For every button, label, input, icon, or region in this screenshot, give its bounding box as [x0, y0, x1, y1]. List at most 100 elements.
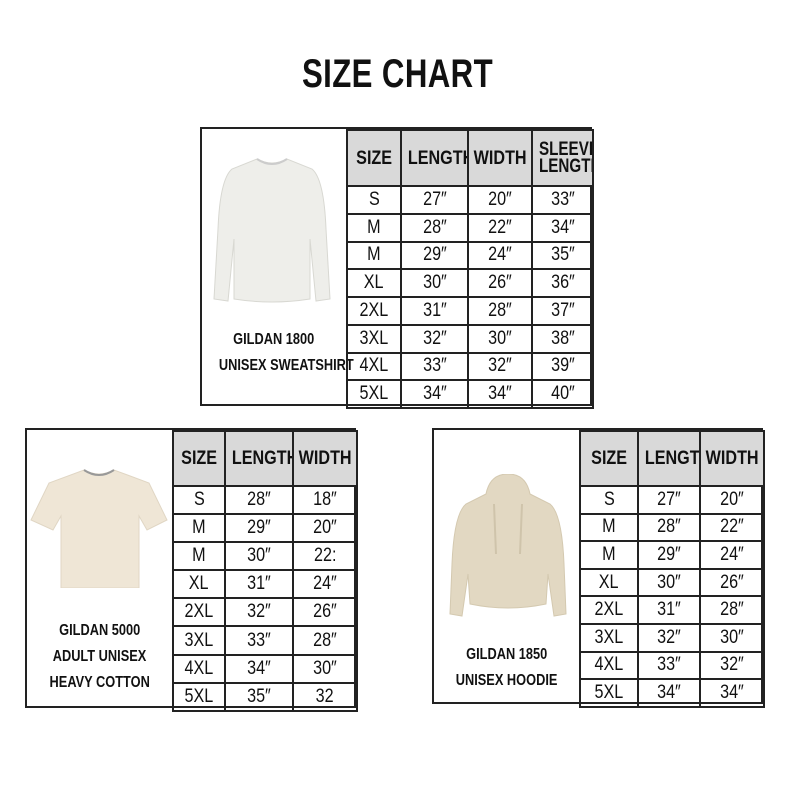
cell-value: 18″	[313, 489, 337, 511]
table-cell: 40″	[531, 379, 594, 409]
cell-value: 28″	[657, 516, 681, 538]
table-cell: 3XL	[346, 323, 402, 354]
cell-value: M	[192, 517, 206, 539]
table-cell: 26″	[467, 268, 533, 298]
cell-value: 33″	[247, 629, 271, 651]
product-name-line: GILDAN 5000	[58, 622, 141, 639]
table-cell: 32	[292, 681, 358, 712]
cell-value: S	[368, 188, 380, 210]
table-cell: S	[346, 185, 402, 215]
table-cell: 37″	[531, 296, 594, 326]
table-cell: 5XL	[172, 681, 226, 712]
table-cell: 33″	[224, 625, 294, 656]
cell-value: 32″	[657, 626, 681, 648]
cell-value: 30″	[313, 657, 337, 679]
cell-value: M	[367, 244, 381, 266]
table-cell: 39″	[531, 351, 594, 382]
table-cell: 28″	[400, 212, 469, 243]
cell-value: 34″	[422, 383, 447, 405]
cell-value: 32	[316, 685, 334, 707]
cell-value: 34″	[550, 216, 575, 238]
table-cell: M	[172, 513, 226, 544]
table-cell: 28″	[467, 296, 533, 326]
cell-value: 34″	[247, 657, 271, 679]
cell-value: 29″	[247, 517, 271, 539]
cell-value: 36″	[550, 272, 575, 294]
table-row: 5XL 34″ 34″	[579, 678, 765, 708]
table-cell: 36″	[531, 268, 594, 298]
product-name-line: HEAVY COTTON	[49, 674, 150, 691]
table-cell: 38″	[531, 323, 594, 354]
cell-value: M	[367, 216, 381, 238]
hoodie-image	[449, 474, 567, 617]
table-row: 3XL 32″ 30″ 38″	[346, 323, 594, 354]
cell-value: XL	[364, 272, 384, 294]
cell-value: 3XL	[184, 629, 214, 651]
product-name-line: GILDAN 1800	[233, 331, 315, 348]
cell-value: 24″	[720, 543, 744, 565]
table-cell: M	[579, 540, 639, 570]
table-cell: 24″	[292, 569, 358, 600]
table-cell: 32″	[224, 597, 294, 628]
table-cell: 29″	[400, 240, 469, 271]
cell-value: 5XL	[184, 685, 214, 707]
product-panel: GILDAN 1850 UNISEX HOODIE	[434, 430, 581, 702]
table-cell: 4XL	[346, 351, 402, 382]
column-header-text: LENGTH	[231, 448, 293, 469]
table-cell: 28″	[224, 484, 294, 516]
table-cell: 26″	[699, 567, 765, 598]
table-cell: 32″	[467, 351, 533, 382]
cell-value: 5XL	[594, 681, 624, 703]
product-name-line: UNISEX SWEATSHIRT	[218, 357, 354, 374]
column-header-text: SIZE	[181, 448, 217, 469]
table-cell: XL	[346, 268, 402, 298]
cell-value: 26″	[720, 571, 744, 593]
table-cell: 20″	[699, 485, 765, 515]
cell-value: 29″	[657, 543, 681, 565]
table-cell: 5XL	[346, 379, 402, 409]
cell-value: XL	[599, 571, 619, 593]
cell-value: 32″	[720, 654, 744, 676]
column-header-text: WIDTH	[473, 147, 527, 169]
table-cell: 34″	[224, 653, 294, 684]
column-header: SIZE	[172, 430, 226, 487]
cell-value: 5XL	[359, 383, 389, 405]
table-cell: 28″	[699, 595, 765, 625]
table-cell: 32″	[699, 650, 765, 681]
cell-value: 33″	[657, 654, 681, 676]
table-row: 2XL 32″ 26″	[172, 597, 358, 628]
table-cell: 2XL	[346, 296, 402, 326]
cell-value: 30″	[488, 327, 512, 349]
cell-value: 27″	[422, 188, 447, 210]
column-header-text: LENGTH	[644, 448, 700, 469]
column-header-text: SLEEVE LENGTH	[539, 139, 593, 177]
table-row: S 28″ 18″	[172, 484, 358, 516]
cell-value: 32″	[422, 327, 447, 349]
product-panel: GILDAN 1800 UNISEX SWEATSHIRT	[202, 129, 354, 404]
cell-value: 28″	[488, 299, 512, 321]
table-cell: 20″	[467, 185, 533, 215]
table-cell: 30″	[699, 622, 765, 653]
column-header: SLEEVE LENGTH	[531, 129, 594, 187]
table-cell: XL	[579, 567, 639, 598]
cell-value: 24″	[313, 573, 337, 595]
column-header: SIZE	[579, 430, 639, 487]
table-cell: 3XL	[172, 625, 226, 656]
table-row: M 29″ 20″	[172, 513, 358, 544]
column-header-text: WIDTH	[298, 448, 352, 469]
cell-value: 38″	[550, 327, 575, 349]
column-header: WIDTH	[699, 430, 765, 487]
table-row: 2XL 31″ 28″ 37″	[346, 296, 594, 326]
table-cell: 33″	[637, 650, 701, 681]
cell-value: S	[603, 488, 615, 510]
table-cell: 22″	[699, 512, 765, 543]
table-row: M 28″ 22″	[579, 512, 765, 543]
product-panel: GILDAN 5000 ADULT UNISEX HEAVY COTTON	[27, 430, 174, 706]
cell-value: 30″	[720, 626, 744, 648]
cell-value: 34″	[720, 681, 744, 703]
table-cell: 3XL	[579, 622, 639, 653]
cell-value: 40″	[550, 383, 575, 405]
cell-value: 35″	[550, 244, 575, 266]
table-row: XL 30″ 26″ 36″	[346, 268, 594, 298]
